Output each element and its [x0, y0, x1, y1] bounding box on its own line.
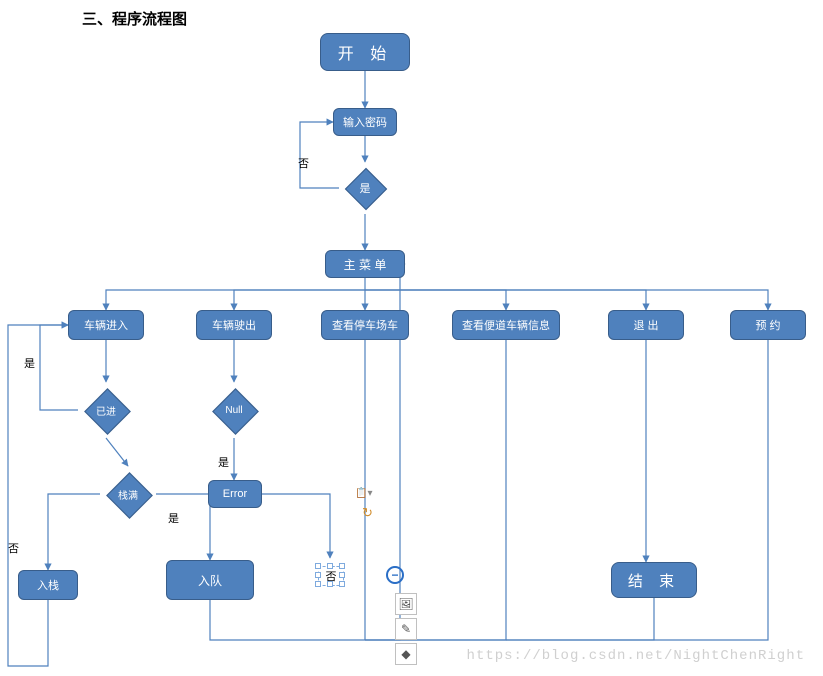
node-d_full: 栈满: [106, 472, 150, 516]
fill-tool-icon[interactable]: ◆: [395, 643, 417, 665]
node-error: Error: [208, 480, 262, 508]
edge-label: 否: [298, 155, 309, 171]
paste-options-icon[interactable]: 📋▾: [355, 488, 372, 499]
node-car_out: 车辆驶出: [196, 310, 272, 340]
node-d_null: Null: [212, 388, 256, 432]
selection-handle[interactable]: [315, 581, 321, 587]
node-enqueue: 入队: [166, 560, 254, 600]
edge-label: 是: [24, 355, 35, 371]
rotate-handle-icon[interactable]: ↻: [362, 505, 373, 521]
edge-label: 否: [8, 540, 19, 556]
selection-handle[interactable]: [327, 581, 333, 587]
watermark: https://blog.csdn.net/NightChenRight: [467, 648, 805, 664]
section-title: 三、程序流程图: [82, 8, 187, 29]
node-exit: 退 出: [608, 310, 684, 340]
node-view_lane: 查看便道车辆信息: [452, 310, 560, 340]
edit-tool-icon[interactable]: ✎: [395, 618, 417, 640]
node-input_pw: 输入密码: [333, 108, 397, 136]
node-d_pw: 是: [345, 168, 385, 208]
node-d_in: 已进: [84, 388, 128, 432]
node-end: 结 束: [611, 562, 697, 598]
node-menu: 主 菜 单: [325, 250, 405, 278]
node-reserve: 预 约: [730, 310, 806, 340]
node-push: 入栈: [18, 570, 78, 600]
selection-handle[interactable]: [327, 563, 333, 569]
edge-label: 是: [218, 454, 229, 470]
selection-handle[interactable]: [315, 563, 321, 569]
selection-handle[interactable]: [339, 572, 345, 578]
node-start: 开 始: [320, 33, 410, 71]
image-tool-icon[interactable]: 🖼: [395, 593, 417, 615]
node-car_in: 车辆进入: [68, 310, 144, 340]
selection-handle[interactable]: [339, 563, 345, 569]
selection-handle[interactable]: [315, 572, 321, 578]
edge-label: 是: [168, 510, 179, 526]
layout-options-icon[interactable]: −: [386, 566, 404, 584]
selection-handle[interactable]: [339, 581, 345, 587]
node-view_lot: 查看停车场车: [321, 310, 409, 340]
